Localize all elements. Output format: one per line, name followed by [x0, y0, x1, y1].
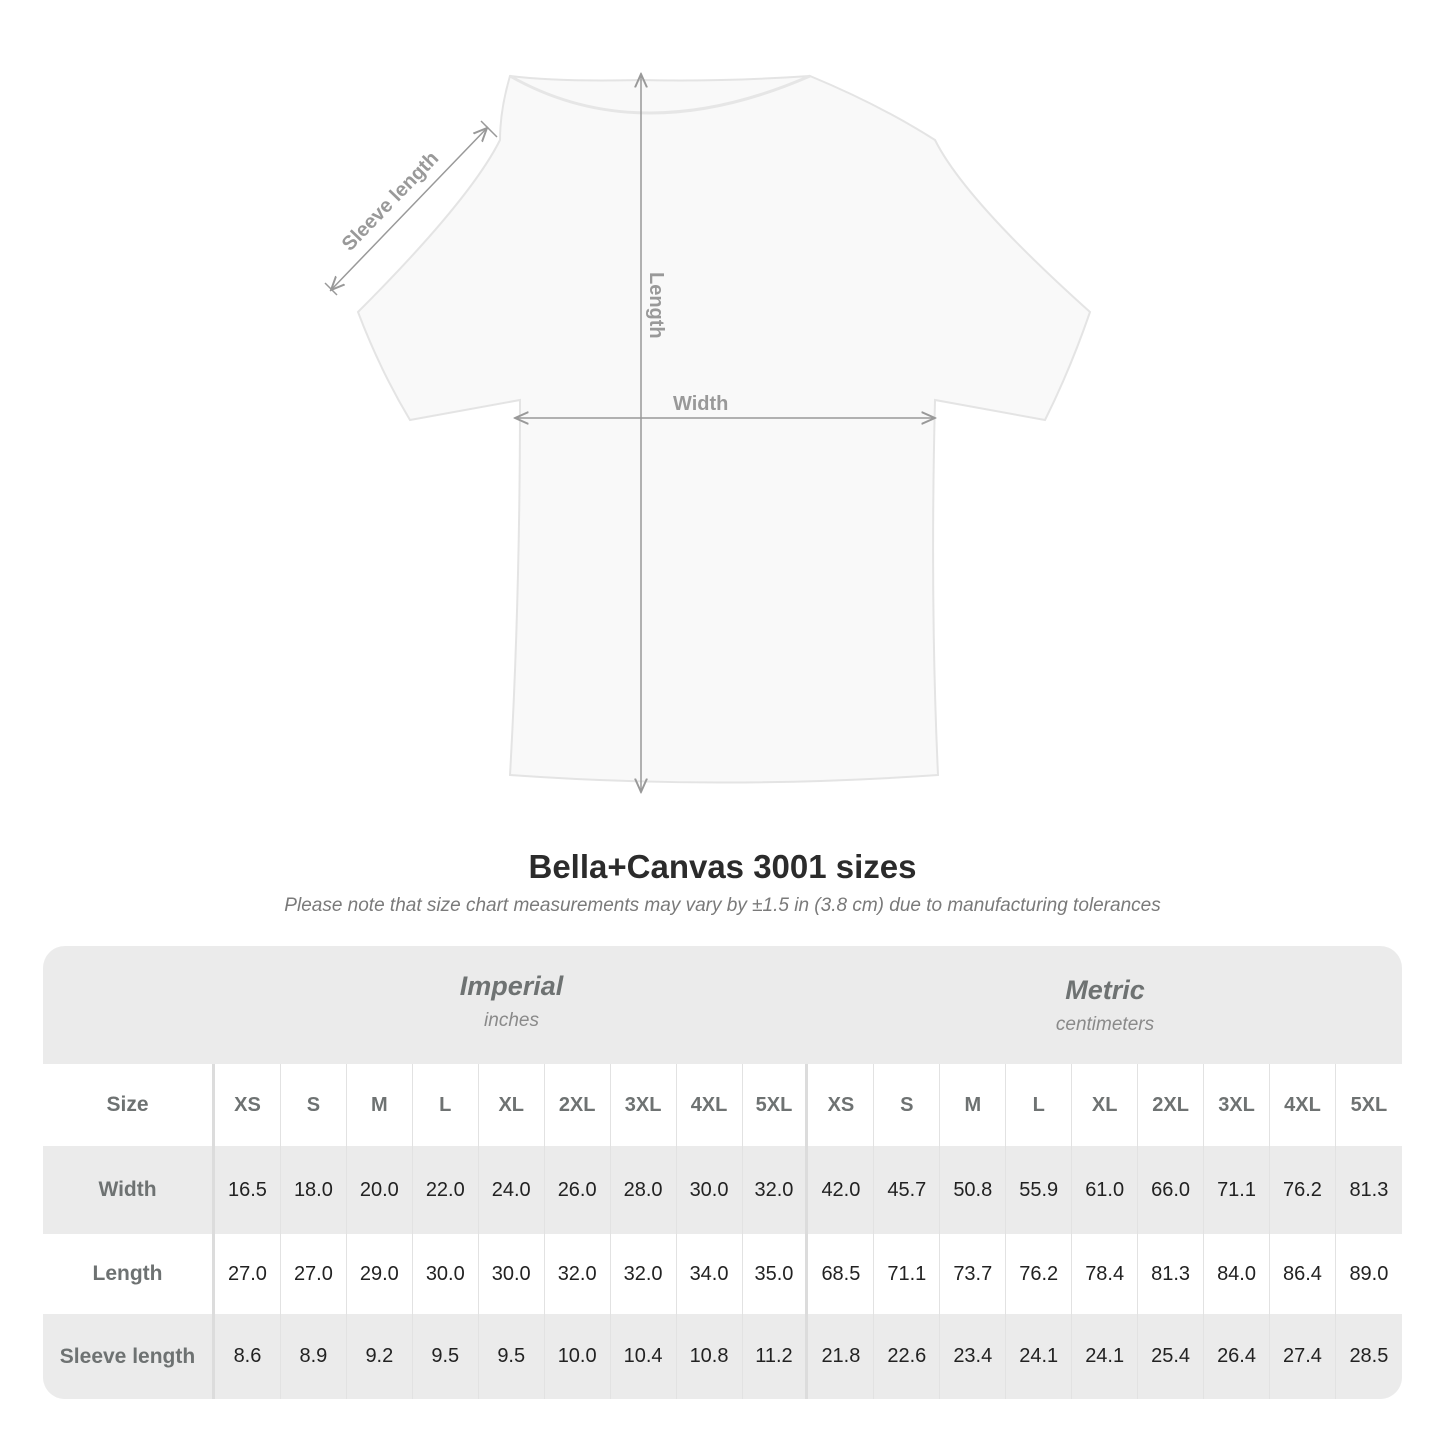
row-label: Size — [43, 1064, 215, 1146]
table-cell: 28.5 — [1349, 1345, 1389, 1367]
table-cell: 68.5 — [808, 1234, 875, 1314]
table-cell: 23.4 — [940, 1314, 1007, 1399]
table-cell: 25.4 — [1138, 1314, 1205, 1399]
table-cell: 30.0 — [479, 1234, 545, 1314]
row-label: Length — [43, 1234, 215, 1314]
table-cell: 27.0 — [281, 1234, 347, 1314]
size-header-cell: XS — [808, 1064, 875, 1146]
table-cell: 22.6 — [874, 1314, 941, 1399]
table-cell: 24.0 — [479, 1146, 545, 1234]
table-cell: 61.0 — [1072, 1146, 1139, 1234]
table-cell: 24.1 — [1072, 1314, 1139, 1399]
table-cell: 89.0 — [1349, 1262, 1389, 1285]
tshirt-diagram: Sleeve length Length Width — [324, 0, 1092, 830]
table-cell: 16.5 — [215, 1146, 281, 1234]
table-cell: 30.0 — [677, 1146, 743, 1234]
table-cell: 22.0 — [413, 1146, 479, 1234]
table-cell: 81.3 — [1138, 1234, 1205, 1314]
table-cell: 81.3 — [1349, 1178, 1389, 1201]
table-cell: 18.0 — [281, 1146, 347, 1234]
table-cell: 27.4 — [1270, 1314, 1336, 1399]
table-cell: 66.0 — [1138, 1146, 1205, 1234]
table-cell: 76.2 — [1006, 1234, 1073, 1314]
table-cell: 34.0 — [677, 1234, 743, 1314]
row-label: Width — [43, 1146, 215, 1234]
size-header-cell: 4XL — [677, 1064, 743, 1146]
size-header-cell: 3XL — [1204, 1064, 1270, 1146]
table-cell: 10.0 — [545, 1314, 611, 1399]
table-cell: 10.8 — [677, 1314, 743, 1399]
size-header-cell: 2XL — [1138, 1064, 1205, 1146]
table-cell: 71.1 — [1204, 1146, 1270, 1234]
table-cell: 73.7 — [940, 1234, 1007, 1314]
table-cell: 9.2 — [347, 1314, 413, 1399]
table-cell: 76.2 — [1270, 1146, 1336, 1234]
sleeve-arrow — [331, 128, 487, 290]
size-header-cell: M — [347, 1064, 413, 1146]
imperial-header: Imperial inches — [459, 971, 564, 1031]
table-cell: 45.7 — [874, 1146, 941, 1234]
table-cell: 9.5 — [413, 1314, 479, 1399]
table-cell: 26.0 — [545, 1146, 611, 1234]
size-header-cell: S — [281, 1064, 347, 1146]
table-cell: 71.1 — [874, 1234, 941, 1314]
size-header-row: Size XS S M L XL 2XL 3XL 4XL 5XL XS S M L XL 2XL 3XL 4XL 5… — [43, 1064, 1402, 1146]
size-header-cell: 2XL — [545, 1064, 611, 1146]
table-cell: 32.0 — [611, 1234, 677, 1314]
table-cell: 86.4 — [1270, 1234, 1336, 1314]
table-row: Sleeve length 8.6 8.9 9.2 9.5 9.5 10.0 10.4 10.8… — [43, 1314, 1402, 1399]
table-cell: 24.1 — [1006, 1314, 1073, 1399]
table-cell: 50.8 — [940, 1146, 1007, 1234]
table-cell: 28.0 — [611, 1146, 677, 1234]
table-cell: 27.0 — [215, 1234, 281, 1314]
table-cell: 8.9 — [281, 1314, 347, 1399]
metric-header: Metric centimeters — [1055, 975, 1155, 1035]
size-header-cell: S — [874, 1064, 941, 1146]
size-chart-table: Imperial inches Metric centimeters Size X… — [43, 946, 1402, 1399]
table-cell: 32.0 — [545, 1234, 611, 1314]
row-label: Sleeve length — [43, 1314, 215, 1399]
length-label: Length — [645, 272, 667, 339]
table-cell: 9.5 — [479, 1314, 545, 1399]
size-header-cell: 5XL — [743, 1064, 809, 1146]
table-cell: 30.0 — [413, 1234, 479, 1314]
size-header-cell: 4XL — [1270, 1064, 1336, 1146]
table-cell: 55.9 — [1006, 1146, 1073, 1234]
table-row: Length 27.0 27.0 29.0 30.0 30.0 32.0 32.0 34.0 35… — [43, 1234, 1402, 1314]
tolerance-note: Please note that size chart measurements… — [284, 895, 1161, 916]
size-header-cell: XS — [215, 1064, 281, 1146]
table-cell: 11.2 — [743, 1314, 809, 1399]
tshirt-shape — [356, 74, 1092, 784]
page-title: Bella+Canvas 3001 sizes — [528, 848, 917, 885]
table-cell: 10.4 — [611, 1314, 677, 1399]
size-header-cell: 3XL — [611, 1064, 677, 1146]
size-header-cell: 5XL — [1350, 1093, 1388, 1116]
table-cell: 35.0 — [743, 1234, 809, 1314]
table-cell: 26.4 — [1204, 1314, 1270, 1399]
size-header-cell: XL — [1072, 1064, 1139, 1146]
table-cell: 20.0 — [347, 1146, 413, 1234]
size-header-cell: M — [940, 1064, 1007, 1146]
width-label: Width — [673, 393, 728, 415]
size-header-cell: L — [1006, 1064, 1073, 1146]
table-cell: 8.6 — [215, 1314, 281, 1399]
size-header-cell: L — [413, 1064, 479, 1146]
table-row: Width 16.5 18.0 20.0 22.0 24.0 26.0 28.0 30.0 32.… — [43, 1146, 1402, 1234]
table-cell: 42.0 — [808, 1146, 875, 1234]
table-cell: 32.0 — [743, 1146, 809, 1234]
table-cell: 84.0 — [1204, 1234, 1270, 1314]
size-header-cell: XL — [479, 1064, 545, 1146]
table-cell: 29.0 — [347, 1234, 413, 1314]
table-cell: 78.4 — [1072, 1234, 1139, 1314]
table-cell: 21.8 — [808, 1314, 875, 1399]
